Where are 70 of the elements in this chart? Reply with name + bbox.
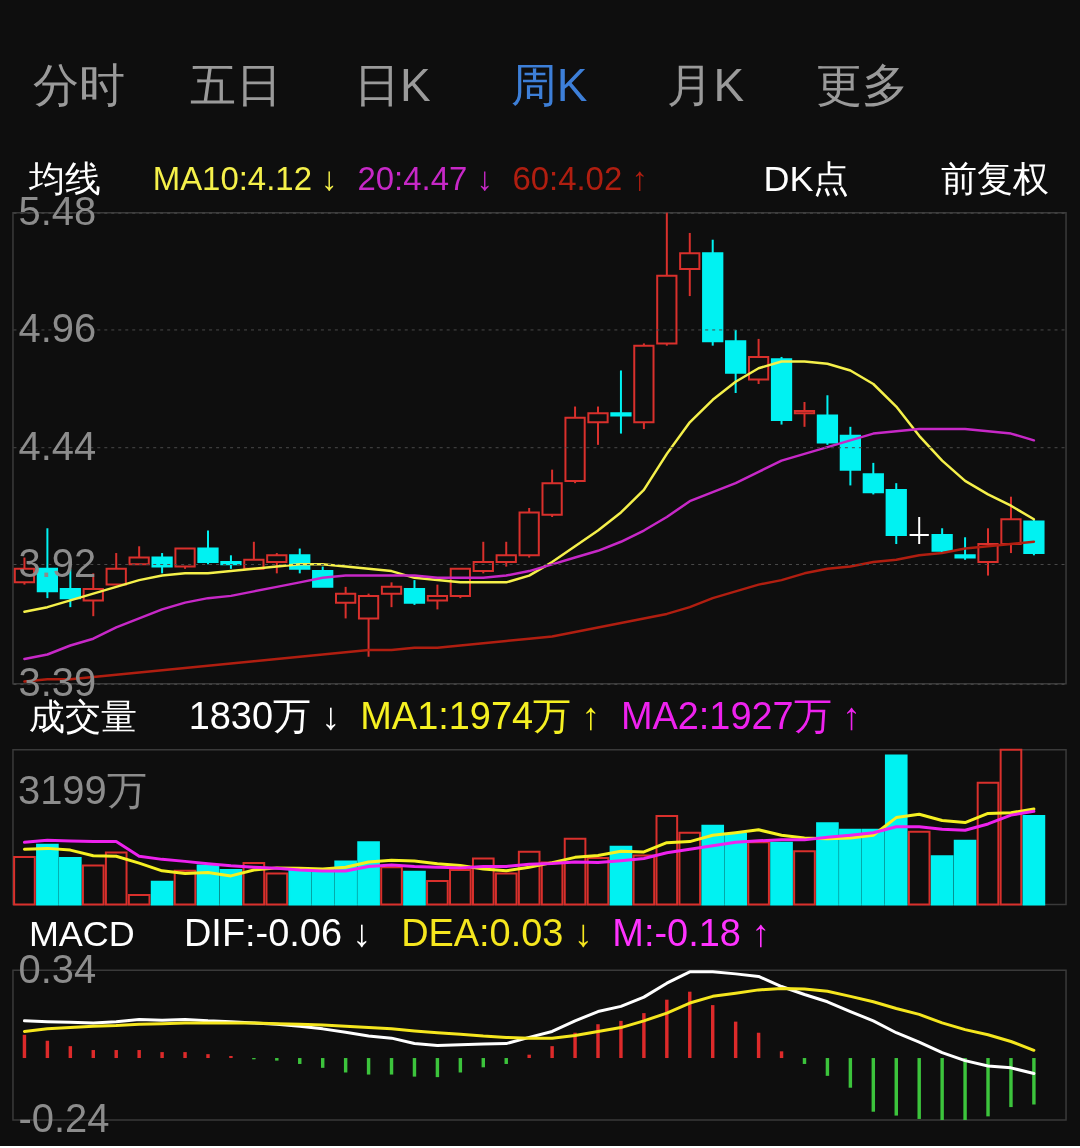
bar [137,1050,141,1059]
bar [160,1052,164,1059]
bar [917,1058,921,1119]
candlestick [931,527,953,555]
candlestick [380,581,403,609]
bar [550,1046,554,1059]
bar [13,855,36,906]
bar [1022,814,1046,906]
bar [747,841,770,906]
y-tick-label: -0.24 [18,1096,110,1141]
y-tick-label: 4.44 [18,423,97,468]
text: 更多 [816,58,909,111]
text: MA10:4.12 ↓ [152,159,338,197]
y-tick-label: 4.96 [18,306,97,351]
text: M:-0.18 ↑ [612,912,771,955]
text: 周K [510,58,588,111]
bar [1009,1058,1013,1108]
bar [665,999,669,1059]
bar [619,1020,623,1059]
candlestick [908,515,930,546]
bar [380,866,403,906]
text: DK点 [763,157,850,199]
bar [275,1058,279,1061]
text: MA1:1974万 ↑ [360,694,601,737]
bar [403,870,426,906]
bar [770,841,793,906]
text: 前复权 [941,157,1050,199]
candlestick [174,547,196,570]
text: 分时 [32,58,125,111]
series-label: DIF:-0.06 ↓ [183,912,372,955]
candlestick [105,552,127,586]
bar [596,1024,600,1059]
bar [1032,1058,1036,1105]
bar [527,1054,531,1059]
candlestick [403,579,426,606]
text: 1830万 ↓ [188,694,341,737]
bar [986,1058,990,1117]
bar [298,1058,302,1064]
bar [150,880,174,906]
text: MA2:1927万 ↑ [620,694,862,737]
bar [642,1013,646,1059]
bar [963,1058,967,1120]
bar [114,1050,118,1059]
bar [183,1052,187,1059]
bar [504,1058,508,1064]
bar [229,1055,233,1059]
bar [940,1058,944,1120]
text: 60:4.02 ↑ [512,159,648,197]
candlestick [793,401,816,428]
candlestick [862,461,884,496]
text: 月K [667,58,745,111]
line-series [22,987,1036,1052]
bar [907,830,931,906]
bar [206,1054,210,1059]
text: 五日 [189,58,282,111]
bar [793,850,816,906]
candlestick [426,583,449,611]
candlestick [357,592,380,658]
text: 20:4.47 ↓ [357,159,493,197]
bar [802,1058,807,1064]
candlestick [472,540,494,575]
candlestick [335,585,357,620]
series-label: DEA:0.03 ↓ [401,912,593,955]
bar [779,1051,784,1059]
candlestick [610,369,632,435]
candlestick [679,231,701,298]
candlestick [954,536,976,561]
candlestick [495,540,517,568]
text: 日K [353,58,431,111]
annotation: 3199万 [17,767,147,812]
